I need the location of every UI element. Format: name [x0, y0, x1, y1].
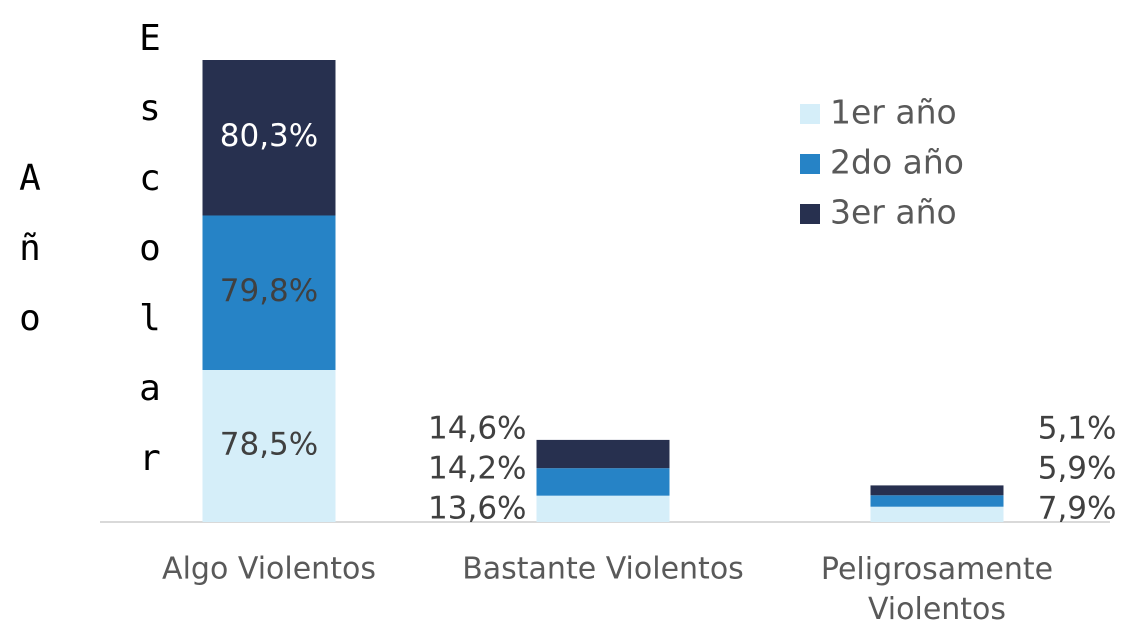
- data-label: 79,8%: [220, 273, 318, 309]
- data-label: 80,3%: [220, 118, 318, 154]
- bar-segment: [202, 215, 336, 371]
- data-label: 5,9%: [1038, 451, 1117, 487]
- bar-segment: [536, 468, 670, 496]
- legend-swatch: [800, 154, 820, 174]
- bar-segment: [870, 485, 1004, 496]
- data-label: 5,1%: [1038, 411, 1117, 447]
- legend-label: 2do año: [830, 143, 964, 182]
- data-label: 13,6%: [428, 491, 526, 527]
- data-label: 78,5%: [220, 427, 318, 463]
- x-tick-label: Peligrosamente Violentos: [821, 552, 1053, 627]
- bar-segment: [536, 439, 670, 469]
- bar-segment: [870, 506, 1004, 522]
- x-tick-label: Bastante Violentos: [462, 552, 744, 587]
- data-label: 14,6%: [428, 411, 526, 447]
- bar-segment: [536, 495, 670, 522]
- bar-segment: [870, 495, 1004, 507]
- bar-segment: [202, 370, 336, 522]
- legend-swatch: [800, 204, 820, 224]
- legend-label: 3er año: [830, 193, 957, 232]
- legend-swatch: [800, 104, 820, 124]
- data-label: 7,9%: [1038, 491, 1117, 527]
- x-tick-label: Algo Violentos: [162, 552, 376, 587]
- bar-segment: [202, 60, 336, 216]
- legend-label: 1er año: [830, 93, 957, 132]
- data-label: 14,2%: [428, 451, 526, 487]
